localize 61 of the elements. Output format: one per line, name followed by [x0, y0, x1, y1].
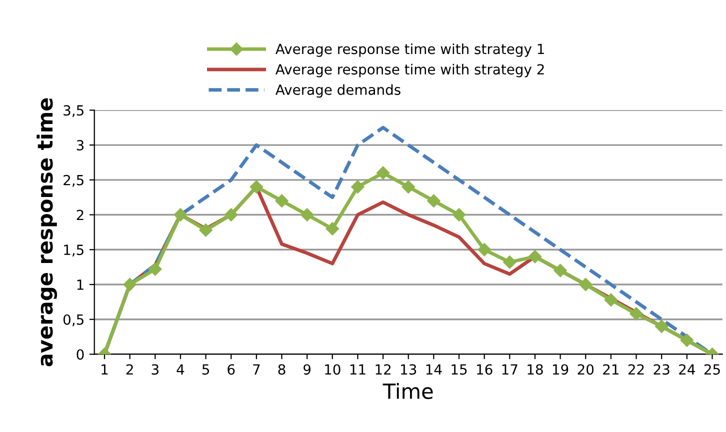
point — [680, 334, 694, 347]
x-tick-label: 15 — [452, 364, 467, 375]
x-tick-label: 1 — [102, 364, 108, 375]
x-tick-label: 12 — [376, 364, 390, 375]
x-tick-label: 23 — [654, 364, 670, 375]
x-tick-label: 6 — [228, 364, 235, 375]
x-tick-label: 17 — [502, 364, 518, 375]
x-tick-label: 4 — [176, 364, 184, 375]
y-tick-label: 0 — [76, 349, 84, 360]
y-tick-label: 0,5 — [63, 314, 84, 326]
point — [630, 307, 643, 320]
point — [503, 256, 516, 269]
y-tick-label: 2,5 — [64, 174, 84, 187]
x-tick-label: 25 — [704, 364, 720, 375]
legend-label: Average response time with strategy 2 — [276, 64, 544, 78]
x-tick-label: 20 — [578, 364, 594, 375]
y-tick-label: 2 — [76, 210, 84, 220]
point — [326, 222, 339, 236]
point — [199, 224, 212, 237]
point — [275, 194, 288, 208]
point — [148, 262, 162, 276]
x-tick-label: 3 — [152, 364, 158, 375]
point — [376, 166, 390, 180]
point — [452, 208, 466, 222]
point — [123, 278, 136, 292]
point — [427, 194, 440, 208]
y-tick-label: 1,5 — [64, 244, 84, 257]
x-tick-label: 8 — [278, 364, 286, 375]
x-tick-label: 14 — [426, 364, 442, 375]
point — [224, 208, 238, 222]
x-tick-label: 9 — [304, 364, 311, 375]
x-tick-label: 7 — [253, 364, 260, 375]
x-tick-label: 13 — [401, 364, 416, 375]
x-tick-label: 21 — [603, 364, 619, 375]
y-tick-label: 3,5 — [64, 105, 84, 118]
point — [402, 180, 415, 194]
point — [250, 180, 264, 194]
x-tick-label: 10 — [325, 364, 340, 375]
legend-label: Average demands — [276, 84, 400, 98]
point — [528, 250, 542, 264]
legend-label: Average response time with strategy 1 — [276, 43, 544, 57]
y-axis-title: average response time — [36, 98, 58, 366]
point — [351, 180, 364, 194]
y-tick-label: 1 — [77, 280, 84, 290]
x-tick-label: 18 — [528, 364, 543, 375]
point — [579, 278, 592, 292]
point — [655, 320, 668, 333]
point — [478, 243, 491, 256]
x-tick-label: 19 — [552, 364, 568, 375]
x-tick-label: 2 — [126, 364, 133, 375]
point — [554, 264, 567, 278]
point — [300, 208, 314, 222]
point — [604, 293, 618, 306]
point — [174, 208, 188, 222]
x-tick-label: 16 — [477, 364, 492, 375]
x-tick-label: 22 — [628, 364, 644, 375]
x-axis-title: Time — [382, 382, 433, 400]
x-tick-label: 5 — [202, 364, 210, 375]
x-tick-label: 11 — [350, 364, 366, 375]
x-tick-label: 24 — [679, 364, 695, 375]
y-tick-label: 3 — [76, 140, 84, 151]
